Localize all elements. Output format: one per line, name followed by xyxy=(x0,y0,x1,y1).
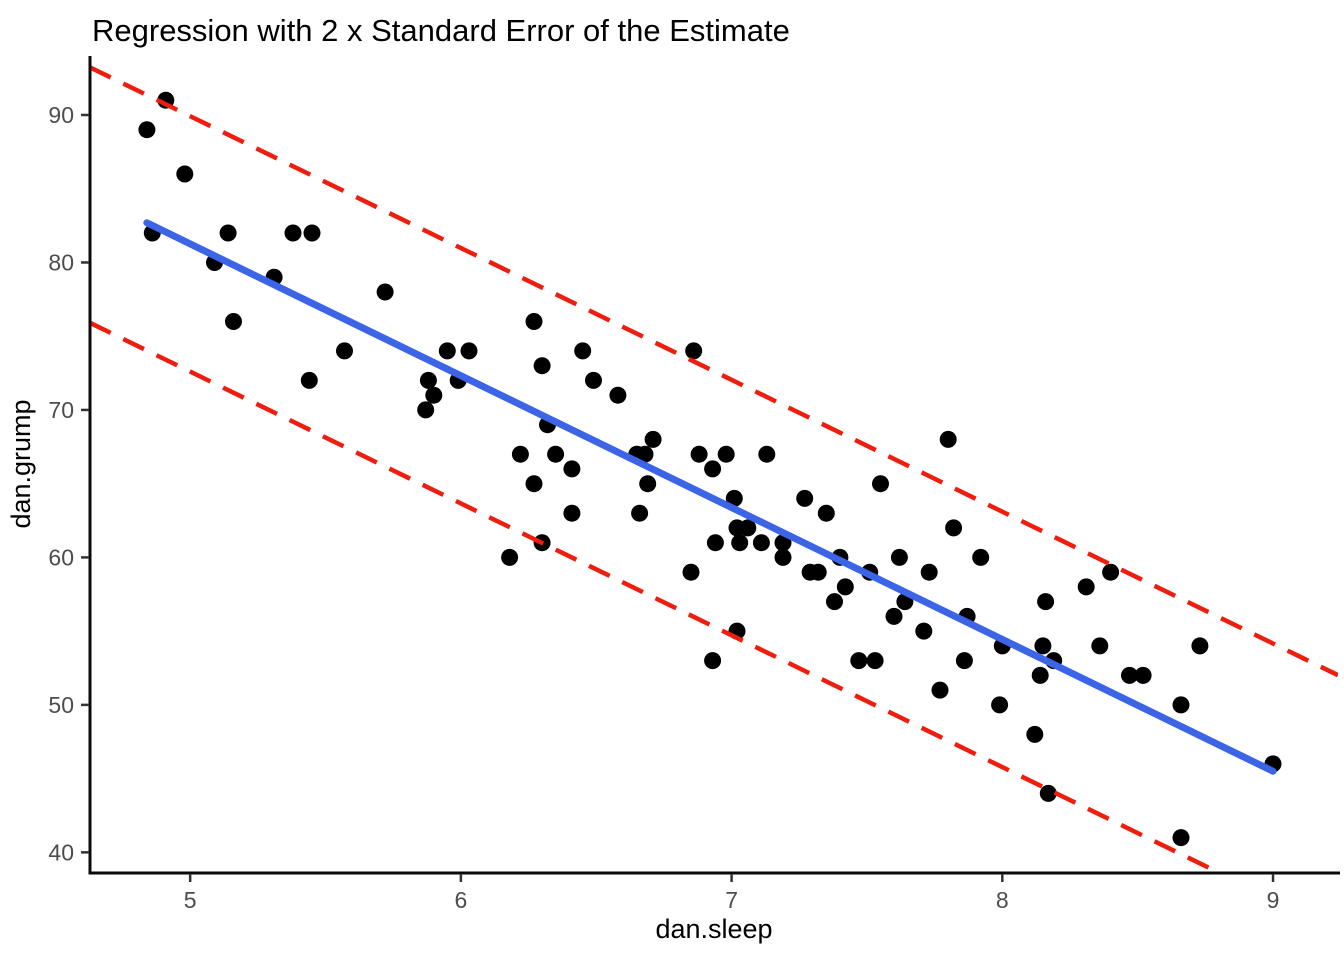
data-point xyxy=(704,652,722,670)
data-point xyxy=(939,430,957,448)
data-point xyxy=(419,371,437,389)
data-point xyxy=(501,548,519,566)
data-point xyxy=(303,224,321,242)
data-point xyxy=(920,563,938,581)
data-point xyxy=(284,224,302,242)
data-point xyxy=(138,121,156,139)
data-point xyxy=(1102,563,1120,581)
x-tick-label: 5 xyxy=(184,887,197,913)
data-point xyxy=(931,681,949,699)
data-point xyxy=(1134,666,1152,684)
data-point xyxy=(1077,578,1095,596)
data-point xyxy=(609,386,627,404)
data-point xyxy=(525,313,543,330)
data-point xyxy=(706,534,724,552)
data-point xyxy=(425,386,443,404)
data-point xyxy=(585,371,602,389)
data-point xyxy=(1172,829,1190,847)
data-point xyxy=(915,622,933,640)
data-point xyxy=(460,342,478,360)
data-point xyxy=(809,563,827,581)
data-point xyxy=(631,504,649,522)
data-point xyxy=(533,357,551,375)
data-point xyxy=(336,342,353,360)
chart-title: Regression with 2 x Standard Error of th… xyxy=(92,13,790,48)
data-point xyxy=(574,342,592,360)
x-tick-label: 9 xyxy=(1267,887,1280,913)
data-point xyxy=(752,534,770,552)
data-point xyxy=(826,593,843,611)
data-point xyxy=(991,696,1009,714)
data-point xyxy=(717,445,735,463)
data-point xyxy=(890,548,908,566)
data-point xyxy=(774,548,792,566)
y-tick-label: 40 xyxy=(48,839,74,865)
regression-line xyxy=(143,219,1277,775)
data-point xyxy=(1026,725,1044,743)
data-point xyxy=(417,401,435,419)
data-point xyxy=(376,283,394,301)
y-tick-label: 90 xyxy=(48,102,74,128)
data-point xyxy=(725,489,743,507)
data-points-layer xyxy=(138,91,1282,847)
data-point xyxy=(547,445,565,463)
y-tick-label: 70 xyxy=(48,397,74,423)
data-point xyxy=(850,652,868,670)
data-point xyxy=(644,430,662,448)
data-point xyxy=(225,313,242,330)
data-point xyxy=(682,563,700,581)
data-point xyxy=(885,607,903,625)
data-point xyxy=(817,504,835,522)
data-point xyxy=(1039,784,1057,802)
data-point xyxy=(972,548,990,566)
data-point xyxy=(690,445,708,463)
data-point xyxy=(704,460,722,478)
x-tick-label: 7 xyxy=(725,887,738,913)
fit-lines-layer xyxy=(90,65,1338,873)
data-point xyxy=(945,519,963,537)
data-point xyxy=(438,342,456,360)
data-point xyxy=(1121,666,1138,684)
x-axis-title: dan.sleep xyxy=(655,914,772,944)
axes-layer: 5 6 7 8 9 40 50 60 70 80 90 xyxy=(48,56,1340,913)
data-point xyxy=(525,475,543,493)
data-point xyxy=(796,489,814,507)
y-axis-title: dan.grump xyxy=(6,399,36,528)
data-point xyxy=(563,504,581,522)
y-tick-label: 80 xyxy=(48,249,74,275)
data-point xyxy=(1091,637,1109,655)
data-point xyxy=(872,475,889,493)
upper-band-line xyxy=(90,65,1338,678)
data-point xyxy=(563,460,581,478)
data-point xyxy=(685,342,703,360)
data-point xyxy=(1034,637,1052,655)
data-point xyxy=(836,578,854,596)
data-point xyxy=(739,519,757,537)
y-tick-label: 50 xyxy=(48,692,74,718)
data-point xyxy=(639,475,657,493)
data-point xyxy=(1031,666,1049,684)
data-point xyxy=(511,445,529,463)
data-point xyxy=(1037,593,1055,611)
data-point xyxy=(176,165,194,183)
data-point xyxy=(1172,696,1190,714)
data-point xyxy=(866,652,884,670)
data-point xyxy=(1191,637,1209,655)
data-point xyxy=(955,652,973,670)
y-tick-label: 60 xyxy=(48,544,74,570)
data-point xyxy=(219,224,237,242)
data-point xyxy=(731,534,749,552)
data-point xyxy=(758,445,776,463)
data-point xyxy=(300,371,318,389)
data-point xyxy=(636,445,654,463)
x-tick-label: 6 xyxy=(454,887,467,913)
lower-band-line xyxy=(90,320,1225,873)
x-tick-label: 8 xyxy=(996,887,1009,913)
